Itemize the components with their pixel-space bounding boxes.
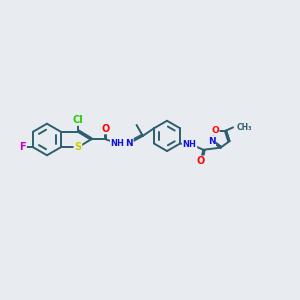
Text: NH: NH [111,139,124,148]
Text: O: O [211,126,219,135]
Text: CH₃: CH₃ [236,123,252,132]
Text: O: O [102,124,110,134]
Text: NH: NH [183,140,196,149]
Text: N: N [125,139,133,148]
Text: N: N [208,136,215,146]
Text: O: O [196,156,205,167]
Text: S: S [74,142,81,152]
Text: F: F [20,142,26,152]
Text: Cl: Cl [73,115,83,125]
